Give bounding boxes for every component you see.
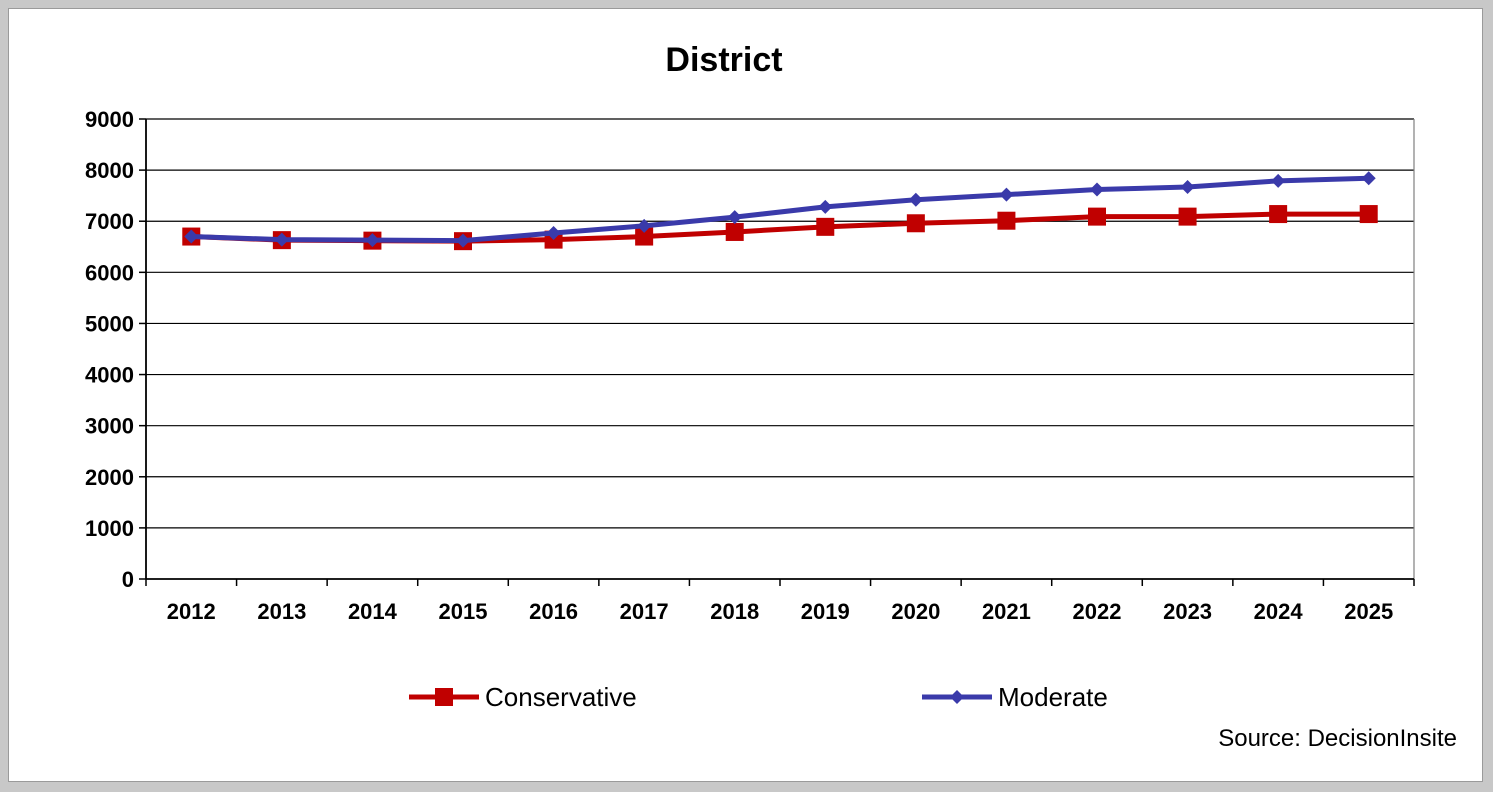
data-point [1361,171,1376,186]
y-tick-label: 4000 [85,363,134,388]
y-tick-label: 8000 [85,158,134,183]
legend-marker [435,688,453,706]
data-point [546,225,561,240]
series-moderate [184,171,1376,248]
data-point [635,227,654,246]
x-tick-label: 2022 [1073,599,1122,624]
data-point [637,218,652,233]
chart-svg: District 0 1000 2000 3000 4000 5000 6000 7000 80… [85,41,1457,752]
series-layer [182,171,1378,251]
legend-item-moderate: Moderate [922,682,1108,712]
x-tick-label: 2013 [257,599,306,624]
data-point [365,233,380,248]
x-tick-label: 2020 [891,599,940,624]
axes [139,118,1415,586]
series-line [191,175,1369,244]
y-tick-label: 6000 [85,260,134,285]
legend-label: Conservative [485,682,637,712]
data-point [274,232,289,247]
chart-title: District [665,41,782,79]
legend-item-conservative: Conservative [409,682,637,712]
x-tick-label: 2025 [1344,599,1393,624]
data-point [1359,205,1378,224]
x-tick-label: 2021 [982,599,1031,624]
y-axis-ticks: 0 1000 2000 3000 4000 5000 6000 7000 8000 9000 [85,107,134,592]
y-tick-label: 7000 [85,209,134,234]
data-point [184,229,199,244]
data-point [1269,205,1288,224]
y-tick-label: 9000 [85,107,134,132]
x-tick-label: 2018 [710,599,759,624]
data-point [818,199,833,214]
x-tick-label: 2012 [167,599,216,624]
data-point [908,192,923,207]
data-point [1271,173,1286,188]
y-tick-label: 2000 [85,465,134,490]
legend-marker [950,690,964,704]
y-tick-label: 5000 [85,311,134,336]
x-tick-label: 2024 [1254,599,1304,624]
data-point [725,222,744,241]
data-point [906,214,925,233]
x-tick-label: 2015 [439,599,488,624]
y-tick-label: 3000 [85,414,134,439]
gridlines [146,118,1415,579]
legend-label: Moderate [998,682,1108,712]
y-tick-label: 1000 [85,516,134,541]
legend: Conservative Moderate [409,682,1108,712]
data-point [997,211,1016,230]
data-point [1180,179,1195,194]
x-axis-ticks: 2012 2013 2014 2015 2016 2017 2018 2019 2020 2021… [167,599,1393,624]
x-tick-label: 2017 [620,599,669,624]
x-tick-label: 2023 [1163,599,1212,624]
x-tick-label: 2019 [801,599,850,624]
y-tick-label: 0 [122,567,134,592]
data-point [1090,182,1104,197]
data-point [816,217,835,236]
x-tick-label: 2016 [529,599,578,624]
x-tick-label: 2014 [348,599,398,624]
data-point [456,233,470,248]
data-point [727,210,742,225]
chart-panel: District 0 1000 2000 3000 4000 5000 6000 7000 80… [8,8,1483,782]
data-point [1178,207,1197,226]
data-point [1088,207,1106,226]
data-point [999,187,1014,202]
source-note: Source: DecisionInsite [1218,725,1457,752]
